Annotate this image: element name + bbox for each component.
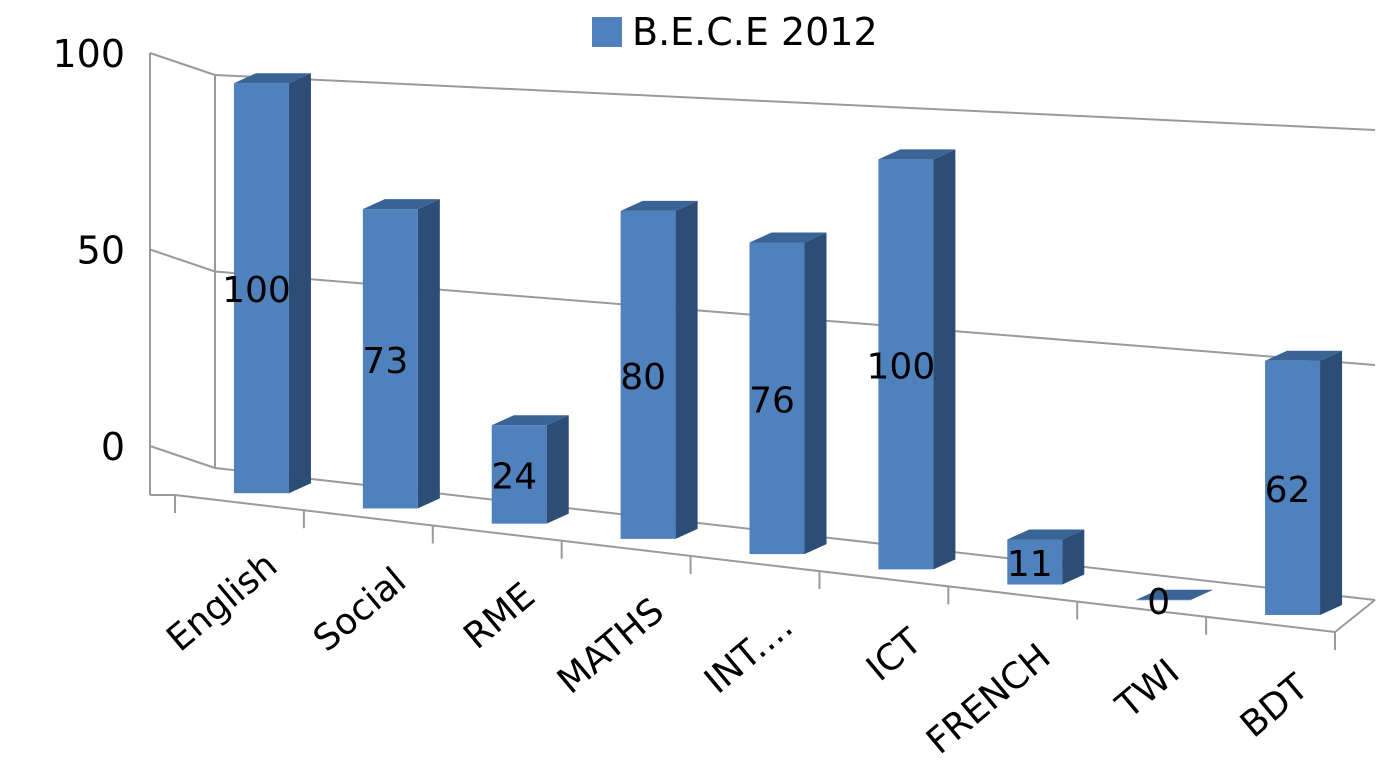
- data-label: 0: [1147, 582, 1170, 623]
- data-label: 76: [749, 380, 795, 421]
- x-tick-label: TWI: [1108, 651, 1187, 727]
- data-label: 80: [620, 357, 666, 398]
- bar-top: [620, 200, 698, 211]
- bar-side: [933, 149, 956, 570]
- legend-swatch: [592, 17, 622, 47]
- legend-label: B.E.C.E 2012: [632, 10, 878, 54]
- y-tick-label: 100: [52, 32, 125, 76]
- bar-top: [1007, 529, 1085, 540]
- bar-side: [675, 200, 698, 539]
- bar-side: [1062, 529, 1085, 585]
- y-tick-label: 50: [77, 229, 125, 273]
- x-tick-label: FRENCH: [919, 636, 1058, 762]
- bar: [1136, 599, 1192, 601]
- bar-top: [749, 232, 827, 243]
- x-tick-label: English: [159, 545, 285, 660]
- bar-side: [546, 415, 569, 524]
- bar-top: [491, 415, 569, 426]
- data-label: 100: [867, 346, 936, 387]
- bar: [620, 210, 676, 539]
- bar-top: [233, 73, 311, 84]
- data-label: 62: [1265, 470, 1311, 511]
- bar-side: [417, 199, 440, 509]
- gridline-side: [149, 52, 216, 76]
- bar-side: [288, 73, 311, 494]
- bar: [878, 159, 934, 570]
- gridline-side: [149, 248, 216, 273]
- bar: [233, 83, 289, 494]
- data-label: 73: [362, 341, 408, 382]
- x-axis-line: [174, 494, 1336, 633]
- x-tick-label: RME: [456, 575, 543, 657]
- x-tick-label: MATHS: [550, 590, 672, 702]
- data-label: 24: [491, 456, 537, 497]
- bar: [1265, 360, 1321, 615]
- bar-top: [362, 199, 440, 210]
- bar-side: [804, 232, 827, 555]
- bar-top: [1265, 350, 1343, 361]
- data-label: 100: [222, 270, 291, 311]
- x-tick-label: Social: [306, 560, 414, 660]
- x-tick-label: BDT: [1233, 666, 1317, 746]
- gridline-side: [149, 445, 216, 469]
- legend: B.E.C.E 2012: [592, 10, 878, 54]
- data-label: 11: [1007, 544, 1053, 585]
- bar-side: [1320, 350, 1343, 615]
- bar-top: [878, 149, 956, 160]
- x-tick-label: INT....: [697, 606, 801, 702]
- y-tick-label: 0: [101, 425, 125, 469]
- gridline: [214, 74, 1376, 131]
- floor-right-edge: [1334, 599, 1376, 633]
- bar: [1007, 539, 1063, 585]
- bar-top: [1136, 589, 1214, 600]
- x-tick-label: ICT: [859, 620, 930, 689]
- bar: [491, 425, 547, 524]
- bar: [749, 242, 805, 555]
- bar: [362, 209, 418, 509]
